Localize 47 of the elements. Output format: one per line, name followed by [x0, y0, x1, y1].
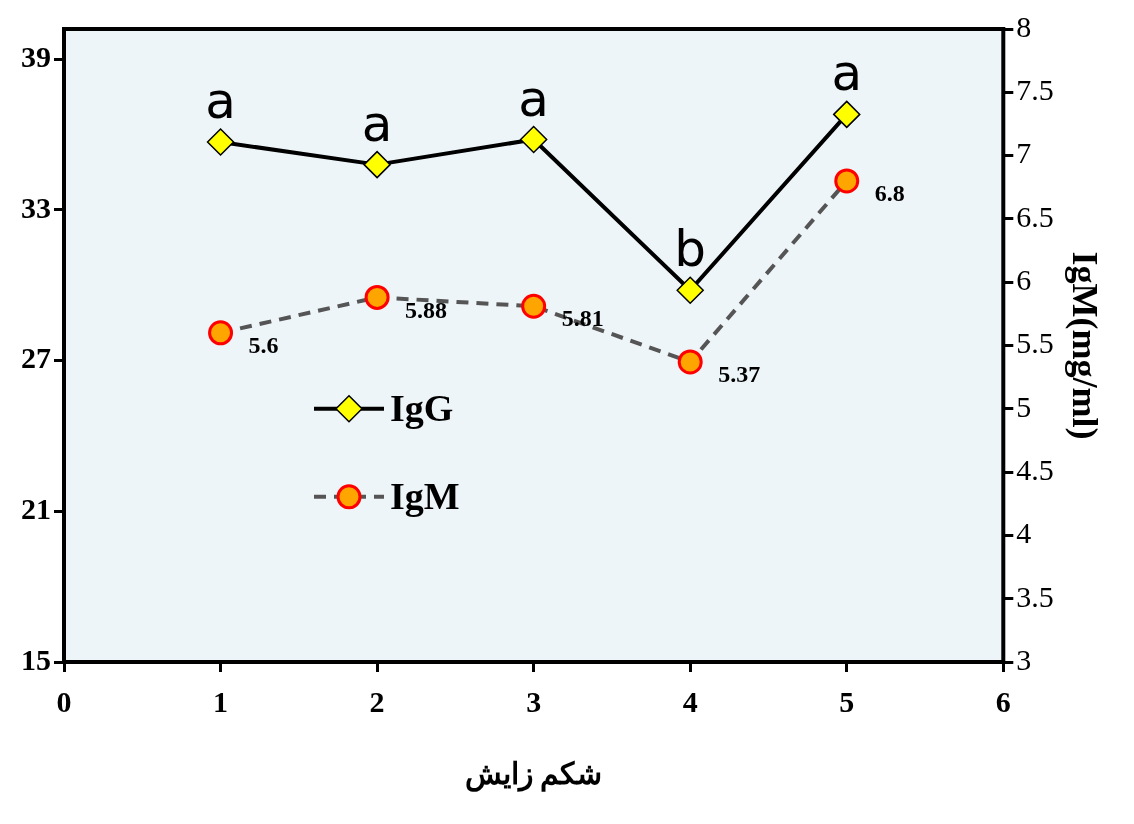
annotation: a — [518, 69, 549, 128]
data-label: 5.88 — [405, 296, 448, 323]
x-tick-label: 3 — [526, 684, 542, 718]
point — [206, 128, 235, 156]
y2-tick-label: 8 — [1016, 9, 1032, 43]
point — [519, 125, 548, 154]
data-label: 5.37 — [718, 361, 761, 388]
y-tick-label: 39 — [21, 39, 51, 73]
y-tick-label: 33 — [21, 190, 51, 224]
point — [521, 293, 547, 319]
y2-tick-label: 7.5 — [1016, 73, 1054, 107]
y2-tick-label: 4.5 — [1016, 452, 1054, 486]
data-label: 5.6 — [248, 332, 279, 359]
y2-tick-label: 6 — [1016, 263, 1032, 297]
point — [364, 284, 390, 310]
y2-tick-label: 5 — [1016, 389, 1032, 423]
legend-label: IgM — [390, 474, 460, 517]
y2-tick-label: 7 — [1016, 136, 1032, 170]
y-tick-label: 27 — [21, 341, 51, 375]
x-tick-label: 1 — [213, 684, 229, 718]
x-tick-label: 6 — [995, 684, 1011, 718]
y2-tick-label: 3.5 — [1016, 579, 1054, 613]
point — [676, 276, 704, 304]
x-tick-label: 0 — [56, 684, 72, 718]
annotation: a — [831, 44, 863, 103]
y2-tick-label: 3 — [1016, 642, 1032, 676]
annotation: a — [361, 94, 393, 153]
data-label: 6.8 — [874, 180, 905, 207]
y2-tick-label: 4 — [1016, 516, 1032, 550]
legend-label: IgG — [390, 386, 454, 429]
y-tick-label: 21 — [21, 492, 51, 526]
annotation: b — [674, 220, 707, 279]
y2-axis-title: IgM(mg/ml) — [1065, 251, 1106, 440]
x-tick-label: 2 — [369, 684, 385, 718]
y-tick-label: 15 — [21, 642, 51, 676]
point — [834, 168, 860, 194]
x-axis-title: شکم زایش — [464, 756, 603, 792]
data-label: 5.81 — [561, 305, 604, 332]
point — [208, 320, 234, 346]
point — [833, 100, 861, 129]
y2-tick-label: 5.5 — [1016, 326, 1054, 360]
x-tick-label: 5 — [839, 684, 855, 718]
annotation: a — [205, 72, 236, 131]
y2-tick-label: 6.5 — [1016, 199, 1054, 233]
point — [363, 150, 391, 179]
point — [677, 349, 703, 375]
x-tick-label: 4 — [682, 684, 698, 718]
